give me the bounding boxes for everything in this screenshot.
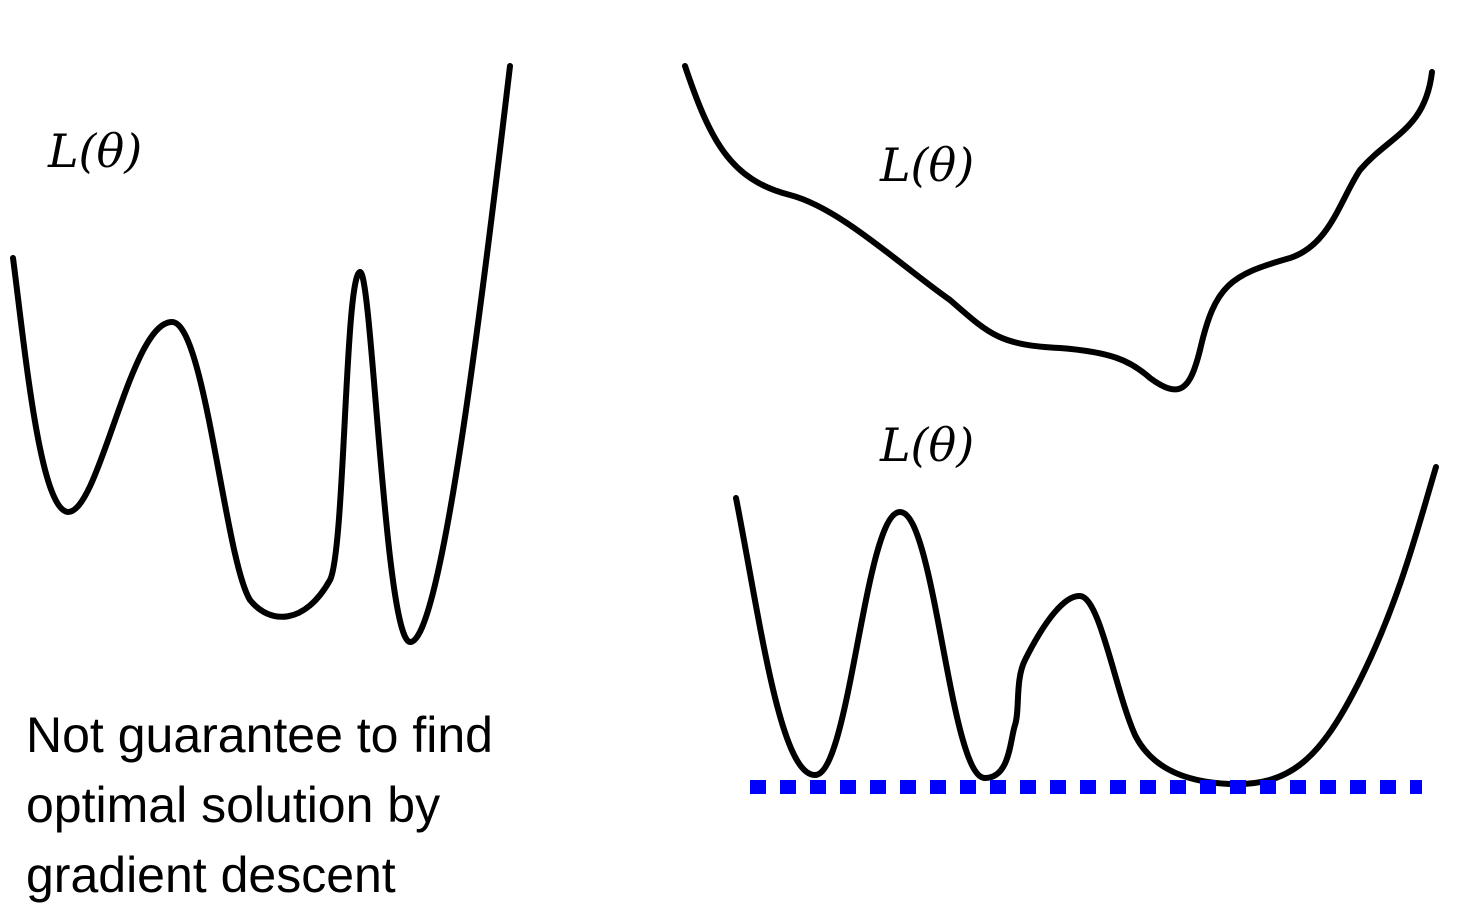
bottom-right-loss-label: L(θ) [880, 418, 975, 472]
top-right-loss-label: L(θ) [880, 138, 975, 192]
caption-line: Not guarantee to find [26, 707, 493, 763]
caption: Not guarantee to find optimal solution b… [26, 700, 586, 910]
left-loss-curve [10, 63, 513, 646]
left-loss-label: L(θ) [48, 124, 143, 178]
bottom-right-loss-curve [733, 464, 1439, 788]
top-right-loss-curve [682, 63, 1435, 393]
caption-line: optimal solution by [26, 777, 441, 833]
caption-line: gradient descent [26, 847, 396, 903]
